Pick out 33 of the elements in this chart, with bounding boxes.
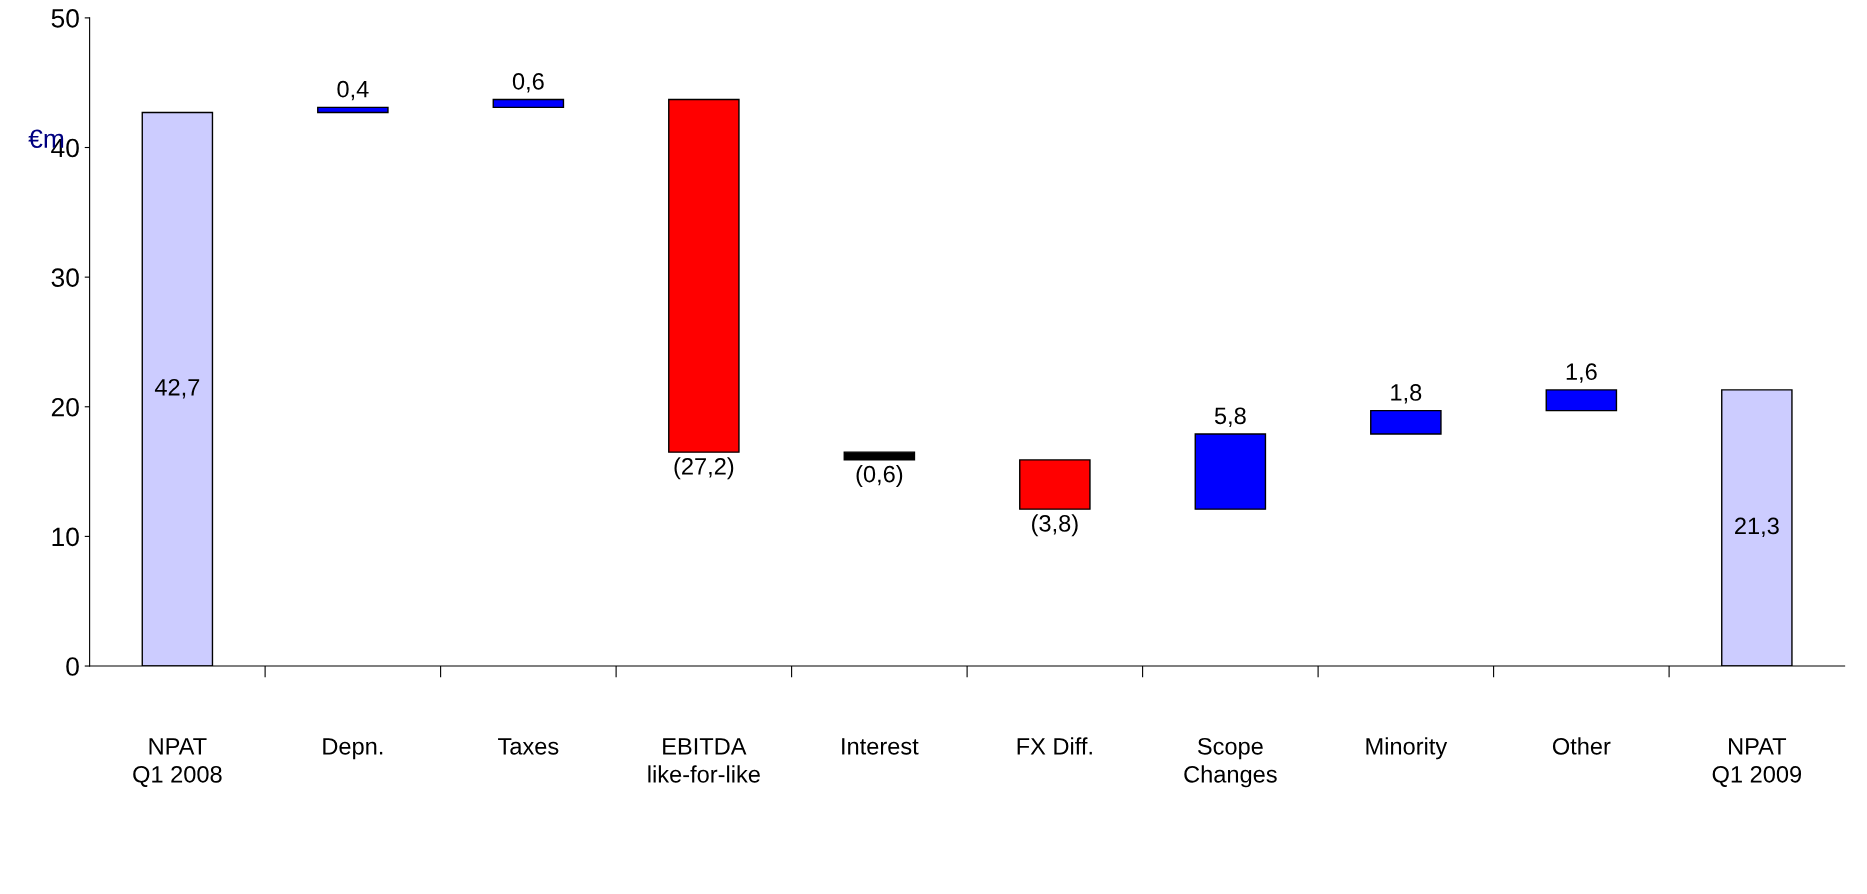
data-label: 21,3 (1735, 517, 1779, 538)
x-tick-label: Minority (1366, 737, 1448, 760)
x-tick-label: FX Diff. (1017, 737, 1092, 755)
data-label: (0,6) (856, 465, 903, 488)
y-tick-label: 20 (51, 397, 79, 417)
x-tick-label: Other (1552, 737, 1611, 755)
bar (1019, 459, 1091, 510)
y-tick-label: 30 (51, 268, 79, 287)
bar (317, 106, 389, 114)
data-label: 1,6 (1566, 363, 1597, 383)
data-label: 0,6 (512, 72, 544, 93)
bar (843, 451, 916, 461)
bar (668, 98, 740, 453)
x-tick-label: Interest (842, 738, 919, 755)
x-tick-label: Taxes (498, 738, 559, 755)
bar (1370, 409, 1442, 435)
data-label: 0,4 (337, 80, 369, 101)
y-tick-label: 10 (52, 527, 79, 547)
x-tick-label: NPAT Q1 2009 (1712, 738, 1802, 787)
bar (492, 98, 565, 109)
y-tick-label: 50 (51, 9, 79, 28)
data-label: 5,8 (1214, 407, 1246, 427)
bar (1194, 433, 1267, 510)
data-label: 42,7 (154, 378, 200, 399)
data-label: (27,2) (674, 457, 734, 480)
data-label: 1,8 (1391, 384, 1422, 404)
bar (1545, 389, 1618, 412)
y-tick-label: 0 (66, 657, 79, 676)
x-tick-label: NPAT Q1 2008 (133, 738, 222, 787)
x-tick-label: Scope Changes (1184, 737, 1277, 788)
x-tick-label: EBITDA like-for-like (648, 738, 760, 783)
x-tick-label: Depn. (323, 738, 383, 760)
data-label: (3,8) (1032, 514, 1078, 537)
